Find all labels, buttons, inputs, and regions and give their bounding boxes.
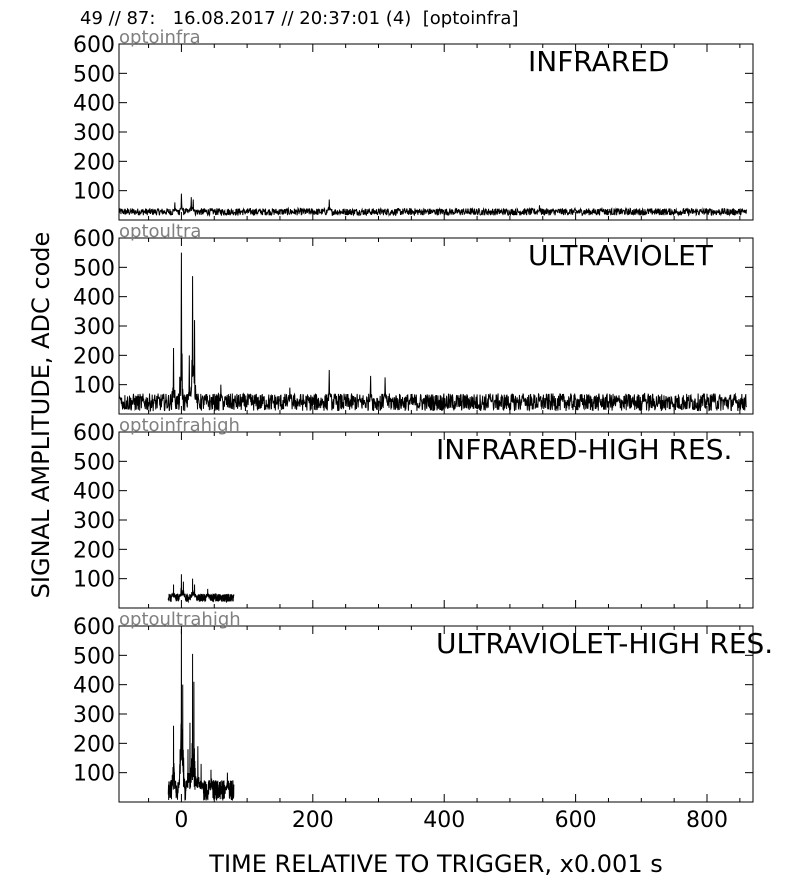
y-tick-label: 500 bbox=[73, 256, 115, 281]
panel-optoultra: 100 200 300 400 500 600 optoultra ULTRAVIOLET bbox=[73, 221, 754, 415]
y-tick-label: 600 bbox=[73, 227, 115, 252]
y-tick-label: 300 bbox=[73, 703, 115, 728]
x-tick-label: 200 bbox=[292, 808, 334, 833]
signal-trace bbox=[167, 628, 235, 801]
header-title: 49 // 87: 16.08.2017 // 20:37:01 (4) [op… bbox=[80, 8, 519, 29]
y-tick-label: 600 bbox=[73, 615, 115, 640]
x-axis-label: TIME RELATIVE TO TRIGGER, x0.001 s bbox=[208, 850, 662, 878]
y-tick-label: 200 bbox=[73, 344, 115, 369]
y-tick-label: 400 bbox=[73, 480, 115, 505]
y-tick-label: 100 bbox=[73, 762, 115, 787]
signal-trace bbox=[167, 574, 235, 604]
y-tick-label: 400 bbox=[73, 286, 115, 311]
signal-trace bbox=[119, 252, 747, 413]
y-tick-label: 600 bbox=[73, 33, 115, 58]
y-tick-label: 100 bbox=[73, 180, 115, 205]
y-tick-label: 200 bbox=[73, 150, 115, 175]
panel-title: ULTRAVIOLET bbox=[528, 239, 714, 272]
y-axis-label: SIGNAL AMPLITUDE, ADC code bbox=[27, 232, 55, 599]
panel-optoinfrahigh: 100 200 300 400 500 600 optoinfrahigh INFRARED-… bbox=[73, 415, 754, 609]
y-tick-label: 100 bbox=[73, 374, 115, 399]
panel-tag-label: optoultrahigh bbox=[119, 609, 241, 630]
y-tick-label: 200 bbox=[73, 732, 115, 757]
panel-tag-label: optoinfra bbox=[119, 27, 201, 48]
panel-optoinfra: 100 200 300 400 500 600 optoinfra INFRARED bbox=[73, 27, 754, 221]
x-tick-label: 0 bbox=[174, 808, 188, 833]
panel-title: INFRARED bbox=[528, 45, 670, 78]
panel-title: INFRARED-HIGH RES. bbox=[436, 433, 732, 466]
x-tick-label: 600 bbox=[555, 808, 597, 833]
x-tick-label: 400 bbox=[423, 808, 465, 833]
panel-tag-label: optoultra bbox=[119, 221, 201, 242]
x-tick-label: 800 bbox=[686, 808, 728, 833]
y-tick-label: 400 bbox=[73, 92, 115, 117]
y-tick-label: 400 bbox=[73, 674, 115, 699]
y-tick-label: 300 bbox=[73, 121, 115, 146]
panel-optoultrahigh: 100 200 300 400 500 600 optoultrahigh ULTRAVIOL… bbox=[73, 609, 773, 803]
y-tick-label: 500 bbox=[73, 450, 115, 475]
y-tick-label: 300 bbox=[73, 509, 115, 534]
y-tick-label: 100 bbox=[73, 568, 115, 593]
y-tick-label: 200 bbox=[73, 538, 115, 563]
y-tick-label: 600 bbox=[73, 421, 115, 446]
signal-trace bbox=[119, 193, 747, 217]
panel-tag-label: optoinfrahigh bbox=[119, 415, 240, 436]
y-tick-label: 300 bbox=[73, 315, 115, 340]
y-tick-label: 500 bbox=[73, 644, 115, 669]
panel-title: ULTRAVIOLET-HIGH RES. bbox=[436, 627, 773, 660]
y-tick-label: 500 bbox=[73, 62, 115, 87]
